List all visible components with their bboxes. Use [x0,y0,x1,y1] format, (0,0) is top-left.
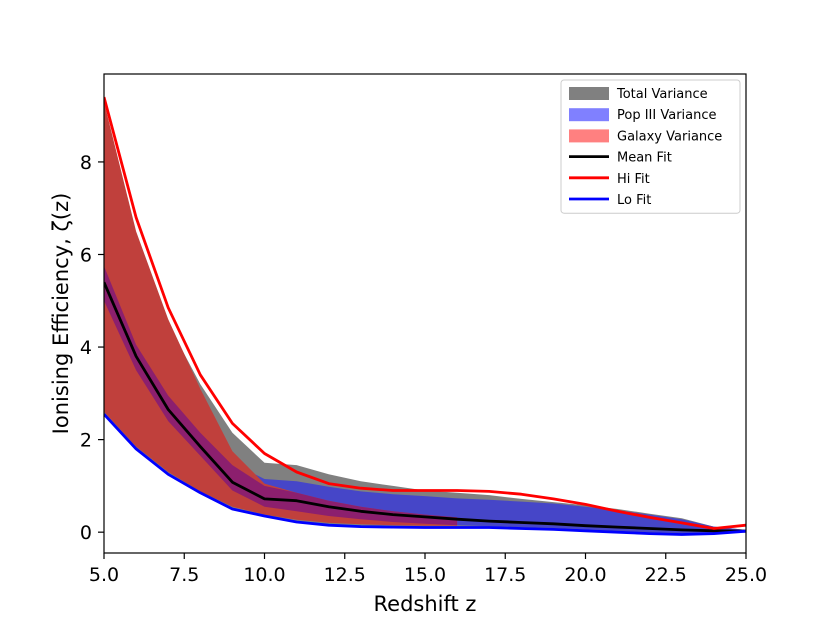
fit-lines [104,96,746,536]
x-tick-label: 22.5 [645,564,687,586]
legend-label: Mean Fit [617,151,672,166]
legend-swatch [569,129,609,143]
legend: Total Variance Pop III Variance Galaxy Var… [560,79,741,214]
line-lo-fit [104,413,746,536]
line-hi-fit [104,96,746,530]
x-axis-ticks: 5.0 7.5 10.0 12.5 15.0 17.5 20.0 22.5 25.0 [89,553,767,586]
legend-label: Hi Fit [617,172,650,187]
legend-item-galaxy-variance: Galaxy Variance [569,129,722,144]
y-tick-label: 4 [80,337,92,359]
legend-item-pop-iii-variance: Pop III Variance [569,108,717,123]
x-tick-label: 17.5 [484,564,526,586]
x-tick-label: 25.0 [725,564,767,586]
legend-label: Galaxy Variance [617,129,722,144]
legend-label: Lo Fit [617,193,651,208]
legend-item-total-variance: Total Variance [569,87,708,102]
y-axis-ticks: 0 2 4 6 8 [80,152,104,544]
line-mean-fit [104,281,746,533]
x-tick-label: 7.5 [169,564,199,586]
legend-item-lo-fit: Lo Fit [569,193,651,208]
legend-label: Total Variance [616,87,708,102]
y-tick-label: 0 [80,522,92,544]
y-axis-label: Ionising Efficiency, ζ(z) [49,193,73,435]
legend-item-mean-fit: Mean Fit [569,151,672,166]
y-tick-label: 6 [80,244,92,266]
variance-bands [104,101,746,535]
y-tick-label: 2 [80,430,92,452]
legend-swatch [569,87,609,100]
x-tick-label: 15.0 [404,564,446,586]
x-axis-label: Redshift z [374,592,477,616]
legend-swatch [569,108,609,122]
y-tick-label: 8 [80,152,92,174]
x-tick-label: 20.0 [564,564,606,586]
band-galaxy-variance [104,101,458,526]
x-tick-label: 10.0 [243,564,285,586]
x-tick-label: 12.5 [324,564,366,586]
x-tick-label: 5.0 [89,564,119,586]
legend-label: Pop III Variance [617,108,717,123]
legend-item-hi-fit: Hi Fit [569,172,650,187]
